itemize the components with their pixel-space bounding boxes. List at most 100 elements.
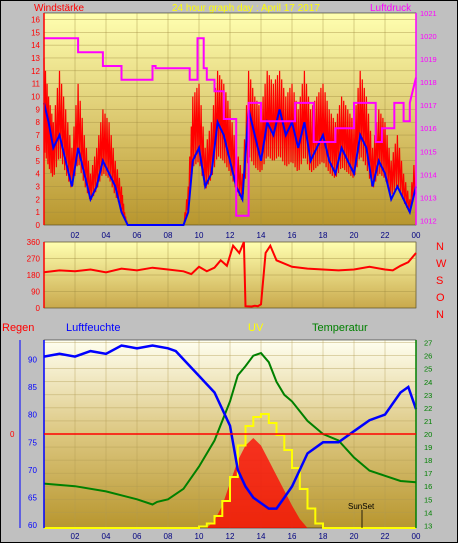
temperature-tick-label: 17 xyxy=(424,469,432,478)
climate-time-tick-label: 04 xyxy=(102,532,111,541)
wind-tick-label: 8 xyxy=(36,118,41,127)
direction-tick-label: 90 xyxy=(31,288,40,297)
wind-tick-label: 16 xyxy=(31,15,40,24)
wind-tick-label: 9 xyxy=(36,105,41,114)
wind-tick-label: 4 xyxy=(36,170,41,179)
pressure-tick-label: 1016 xyxy=(420,124,437,133)
pressure-tick-label: 1012 xyxy=(420,216,437,225)
pressure-label: Luftdruck xyxy=(370,3,412,14)
direction-letter: N xyxy=(436,309,444,321)
chart-title: 24 hour graph day : April 17 2017 xyxy=(172,3,320,14)
pressure-tick-label: 1015 xyxy=(420,147,437,156)
humidity-tick-label: 80 xyxy=(28,411,37,420)
wind-tick-label: 5 xyxy=(36,157,41,166)
time-tick-label: 06 xyxy=(133,231,142,240)
temperature-tick-label: 18 xyxy=(424,456,432,465)
pressure-tick-label: 1017 xyxy=(420,101,437,110)
temperature-tick-label: 27 xyxy=(424,339,432,348)
humidity-tick-label: 70 xyxy=(28,466,37,475)
wind-tick-label: 0 xyxy=(36,221,41,230)
wind-tick-label: 7 xyxy=(36,131,41,140)
wind-tick-label: 15 xyxy=(31,28,40,37)
temperature-label: Temperatur xyxy=(312,322,368,334)
time-tick-label: 10 xyxy=(195,231,204,240)
climate-time-tick-label: 00 xyxy=(412,532,421,541)
time-tick-label: 18 xyxy=(319,231,328,240)
direction-letter: O xyxy=(436,292,445,304)
humidity-axis-ticks: 60 65 70 75 80 85 90 xyxy=(28,355,37,530)
climate-time-tick-label: 10 xyxy=(195,532,204,541)
uv-label: UV xyxy=(248,322,264,334)
time-axis-ticks: 02 04 06 08 10 12 14 16 18 20 22 00 xyxy=(71,231,421,240)
temperature-tick-label: 14 xyxy=(424,508,432,517)
direction-letter: W xyxy=(436,258,447,270)
climate-time-tick-label: 20 xyxy=(350,532,359,541)
time-tick-label: 22 xyxy=(381,231,390,240)
climate-time-tick-label: 14 xyxy=(257,532,266,541)
wind-direction-series xyxy=(43,241,417,308)
time-tick-label: 16 xyxy=(288,231,297,240)
uv-series xyxy=(44,413,416,529)
humidity-label: Luftfeuchte xyxy=(66,322,120,334)
pressure-tick-label: 1013 xyxy=(420,193,437,202)
wind-tick-label: 1 xyxy=(36,208,41,217)
humidity-series xyxy=(43,344,418,510)
pressure-series xyxy=(44,37,417,217)
temperature-axis-ticks: 13 14 15 16 17 18 19 20 21 22 23 24 25 26 27 xyxy=(424,339,432,531)
pressure-tick-label: 1018 xyxy=(420,78,437,87)
wind-speed-series xyxy=(43,102,417,226)
climate-time-tick-label: 16 xyxy=(288,532,297,541)
climate-time-tick-label: 08 xyxy=(164,532,173,541)
time-tick-label: 02 xyxy=(71,231,80,240)
wind-panel-series xyxy=(43,37,417,226)
pressure-axis-ticks: 1012 1013 1014 1015 1016 1017 1018 1019 1020 1021 xyxy=(420,9,437,225)
wind-tick-label: 11 xyxy=(32,80,41,89)
wind-tick-label: 6 xyxy=(36,144,41,153)
humidity-tick-label: 60 xyxy=(28,521,37,530)
wind-label: Windstärke xyxy=(34,3,84,14)
rain-zero-tick-label: 0 xyxy=(10,430,15,439)
direction-tick-label: 0 xyxy=(36,304,41,313)
temperature-tick-label: 21 xyxy=(424,417,432,426)
temperature-series xyxy=(43,351,417,506)
climate-time-tick-label: 12 xyxy=(226,532,235,541)
climate-time-tick-label: 06 xyxy=(133,532,142,541)
humidity-tick-label: 85 xyxy=(28,383,37,392)
temperature-tick-label: 25 xyxy=(424,365,432,374)
time-tick-label: 12 xyxy=(226,231,235,240)
pressure-tick-label: 1020 xyxy=(420,32,437,41)
temperature-tick-label: 24 xyxy=(424,378,432,387)
rain-label: Regen xyxy=(2,322,34,334)
humidity-tick-label: 90 xyxy=(28,355,37,364)
temperature-tick-label: 20 xyxy=(424,430,432,439)
climate-time-axis-ticks: 02 04 06 08 10 12 14 16 18 20 22 00 xyxy=(71,532,421,541)
wind-tick-label: 12 xyxy=(31,67,40,76)
climate-panel-series xyxy=(43,344,418,529)
wind-tick-label: 10 xyxy=(31,93,40,102)
direction-tick-label: 360 xyxy=(27,238,41,247)
pressure-tick-label: 1014 xyxy=(420,170,437,179)
temperature-tick-label: 13 xyxy=(424,521,432,530)
time-tick-label: 08 xyxy=(164,231,173,240)
time-tick-label: 20 xyxy=(350,231,359,240)
wind-tick-label: 3 xyxy=(36,182,41,191)
climate-time-tick-label: 22 xyxy=(381,532,390,541)
wind-tick-label: 13 xyxy=(31,54,40,63)
wind-tick-label: 2 xyxy=(36,195,41,204)
temperature-tick-label: 26 xyxy=(424,352,432,361)
wind-tick-label: 14 xyxy=(31,41,40,50)
direction-tick-label: 180 xyxy=(27,271,41,280)
humidity-tick-label: 75 xyxy=(28,438,37,447)
temperature-tick-label: 15 xyxy=(424,495,432,504)
humidity-tick-label: 65 xyxy=(28,494,37,503)
time-tick-label: 00 xyxy=(412,231,421,240)
climate-time-tick-label: 02 xyxy=(71,532,80,541)
direction-letter: N xyxy=(436,241,444,253)
pressure-tick-label: 1021 xyxy=(420,9,437,18)
direction-letter: S xyxy=(436,275,443,287)
time-tick-label: 04 xyxy=(102,231,111,240)
direction-panel-series xyxy=(43,241,417,308)
temperature-tick-label: 23 xyxy=(424,391,432,400)
